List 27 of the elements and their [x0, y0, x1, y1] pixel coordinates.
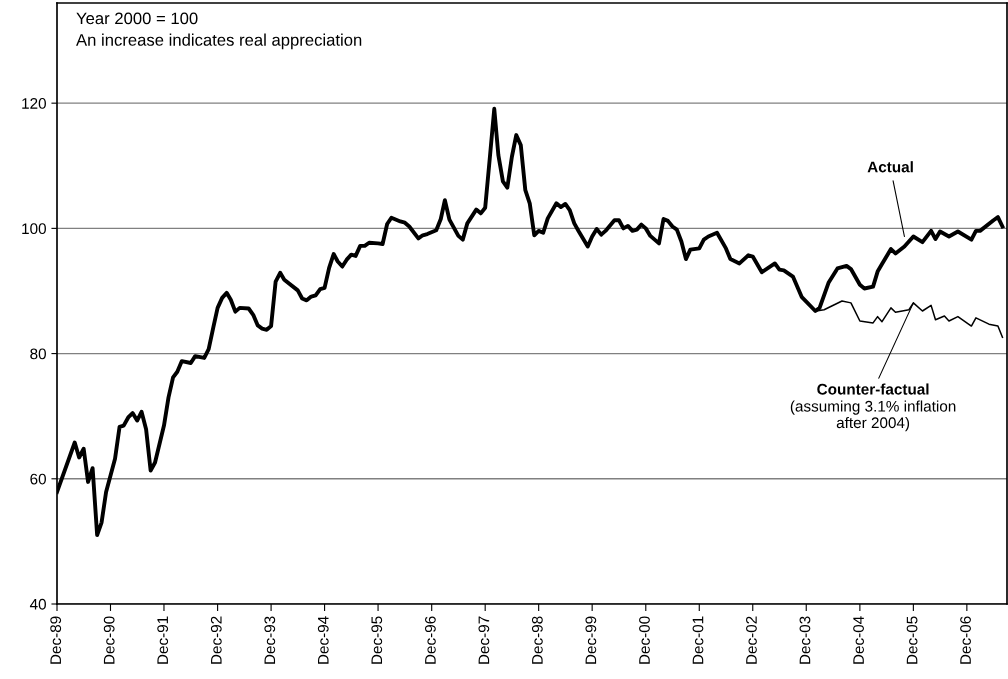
annotation: Counter-factual	[817, 383, 929, 395]
y-tick-label: 100	[22, 223, 46, 235]
x-tick-label: Dec-97	[478, 616, 490, 664]
x-tick-label: Dec-96	[424, 616, 436, 664]
x-tick-label: Dec-95	[371, 616, 383, 664]
x-tick-label: Dec-01	[692, 616, 704, 664]
x-tick-label: Dec-03	[799, 616, 811, 664]
y-tick-label: 80	[30, 348, 46, 360]
y-tick-label: 120	[22, 98, 46, 109]
x-tick-label: Dec-98	[531, 616, 543, 664]
annotation: Actual	[867, 161, 913, 173]
annotation: (assuming 3.1% inflation after 2004)	[790, 400, 956, 432]
y-tick-label: 60	[30, 473, 46, 485]
x-tick-label: Dec-91	[157, 616, 169, 664]
x-tick-label: Dec-00	[639, 616, 650, 664]
x-tick-label: Dec-93	[264, 616, 276, 664]
x-tick-label: Dec-06	[960, 616, 971, 664]
x-tick-label: Dec-94	[317, 616, 329, 664]
x-tick-label: Dec-99	[585, 616, 597, 664]
x-tick-label: Dec-89	[50, 616, 62, 664]
y-tick-label: 40	[29, 598, 46, 610]
annotation: Year 2000 = 100 An increase indicates real appreciation	[76, 12, 362, 50]
x-tick-label: Dec-05	[906, 616, 918, 664]
x-tick-label: Dec-04	[853, 616, 864, 664]
x-tick-label: Dec-90	[103, 616, 115, 664]
x-tick-label: Dec-92	[210, 616, 222, 664]
x-tick-label: Dec-02	[746, 616, 757, 664]
